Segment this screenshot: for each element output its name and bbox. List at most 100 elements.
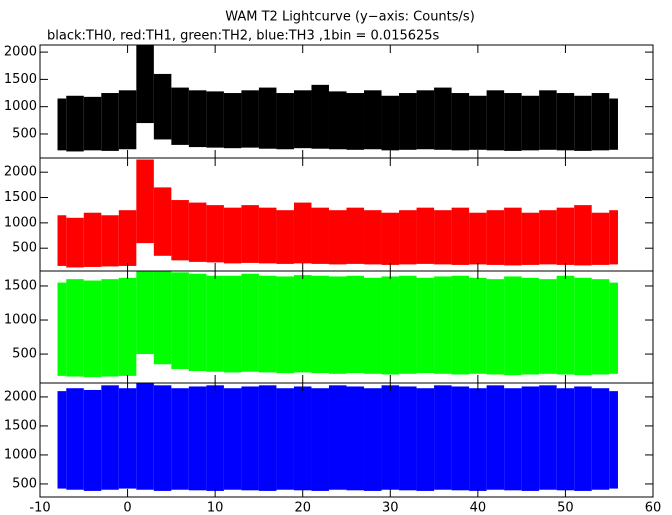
x-tick-label: -10 — [29, 501, 50, 515]
signal-band — [609, 282, 618, 374]
signal-band — [451, 93, 470, 151]
signal-band — [486, 90, 505, 151]
signal-band — [258, 87, 277, 149]
signal-band — [258, 207, 277, 264]
signal-band — [101, 385, 119, 490]
signal-band — [328, 385, 347, 490]
signal-band — [188, 202, 207, 262]
signal-band — [276, 276, 294, 374]
y-tick-label: 500 — [12, 347, 37, 362]
signal-band — [66, 95, 84, 152]
signal-band — [57, 282, 67, 376]
signal-band — [521, 386, 540, 491]
signal-band — [223, 388, 242, 490]
x-tick-label: 50 — [557, 501, 574, 515]
signal-band — [416, 277, 435, 374]
signal-band — [118, 210, 137, 266]
signal-band — [451, 386, 470, 491]
signal-band — [66, 217, 84, 268]
y-tick-label: 1500 — [4, 418, 37, 433]
signal-band — [486, 385, 505, 490]
signal-band — [364, 210, 382, 265]
x-tick-label: 40 — [470, 501, 487, 515]
signal-band — [556, 93, 575, 151]
signal-band — [556, 388, 575, 491]
signal-band — [136, 383, 154, 490]
signal-band — [591, 388, 610, 490]
signal-band — [504, 388, 522, 491]
signal-band — [399, 93, 417, 150]
signal-band — [206, 91, 224, 148]
y-tick-label: 1000 — [4, 313, 37, 328]
panel — [57, 45, 618, 152]
signal-band — [434, 276, 452, 374]
signal-band — [276, 388, 294, 490]
y-tick-label: 500 — [12, 126, 37, 141]
signal-band — [364, 388, 382, 491]
signal-band — [521, 277, 540, 375]
signal-band — [118, 277, 137, 376]
signal-band — [57, 98, 67, 151]
signal-band — [153, 73, 172, 140]
signal-band — [504, 93, 522, 151]
panel-frame — [39, 382, 654, 498]
y-tick-label: 2000 — [4, 45, 37, 60]
panel — [57, 271, 618, 378]
signal-band — [328, 276, 347, 374]
signal-band — [223, 93, 242, 149]
signal-band — [153, 385, 172, 491]
signal-band — [258, 275, 277, 373]
signal-band — [153, 271, 172, 365]
signal-band — [381, 276, 400, 375]
signal-band — [469, 95, 487, 150]
y-tick-label: 1000 — [4, 99, 37, 114]
signal-band — [434, 87, 452, 150]
signal-band — [381, 385, 400, 490]
signal-band — [101, 279, 119, 377]
signal-band — [364, 90, 382, 150]
signal-band — [521, 212, 540, 265]
signal-band — [609, 210, 618, 265]
signal-band — [66, 279, 84, 377]
signal-band — [399, 386, 417, 491]
signal-band — [469, 212, 487, 265]
signal-band — [66, 388, 84, 490]
signal-band — [83, 212, 102, 267]
panel — [57, 159, 618, 268]
signal-band — [381, 212, 400, 265]
signal-band — [101, 93, 119, 151]
signal-band — [521, 95, 540, 151]
signal-band — [223, 207, 242, 264]
signal-band — [609, 98, 618, 150]
signal-band — [293, 275, 312, 373]
x-tick-label: 10 — [207, 501, 224, 515]
signal-band — [188, 273, 207, 372]
signal-band — [118, 388, 137, 489]
signal-band — [574, 277, 592, 376]
signal-band — [83, 96, 102, 151]
y-tick-label: 2000 — [4, 165, 37, 180]
signal-band — [574, 205, 592, 266]
signal-band — [171, 87, 189, 145]
signal-band — [591, 93, 610, 151]
signal-band — [469, 388, 487, 491]
y-tick-label: 1000 — [4, 215, 37, 230]
y-tick-label: 1500 — [4, 190, 37, 205]
signal-band — [574, 95, 592, 151]
chart-subtitle: black:TH0, red:TH1, green:TH2, blue:TH3 … — [47, 29, 440, 44]
signal-band — [504, 276, 522, 376]
y-tick-label: 1500 — [4, 72, 37, 87]
signal-band — [416, 388, 435, 491]
signal-band — [206, 275, 224, 372]
signal-band — [57, 215, 67, 266]
signal-band — [609, 391, 618, 489]
signal-band — [574, 386, 592, 491]
x-tick-label: 30 — [382, 501, 399, 515]
signal-band — [241, 273, 259, 372]
signal-band — [556, 207, 575, 265]
signal-band — [311, 207, 329, 264]
signal-band — [241, 205, 259, 263]
signal-band — [539, 279, 557, 374]
signal-band — [346, 275, 365, 374]
